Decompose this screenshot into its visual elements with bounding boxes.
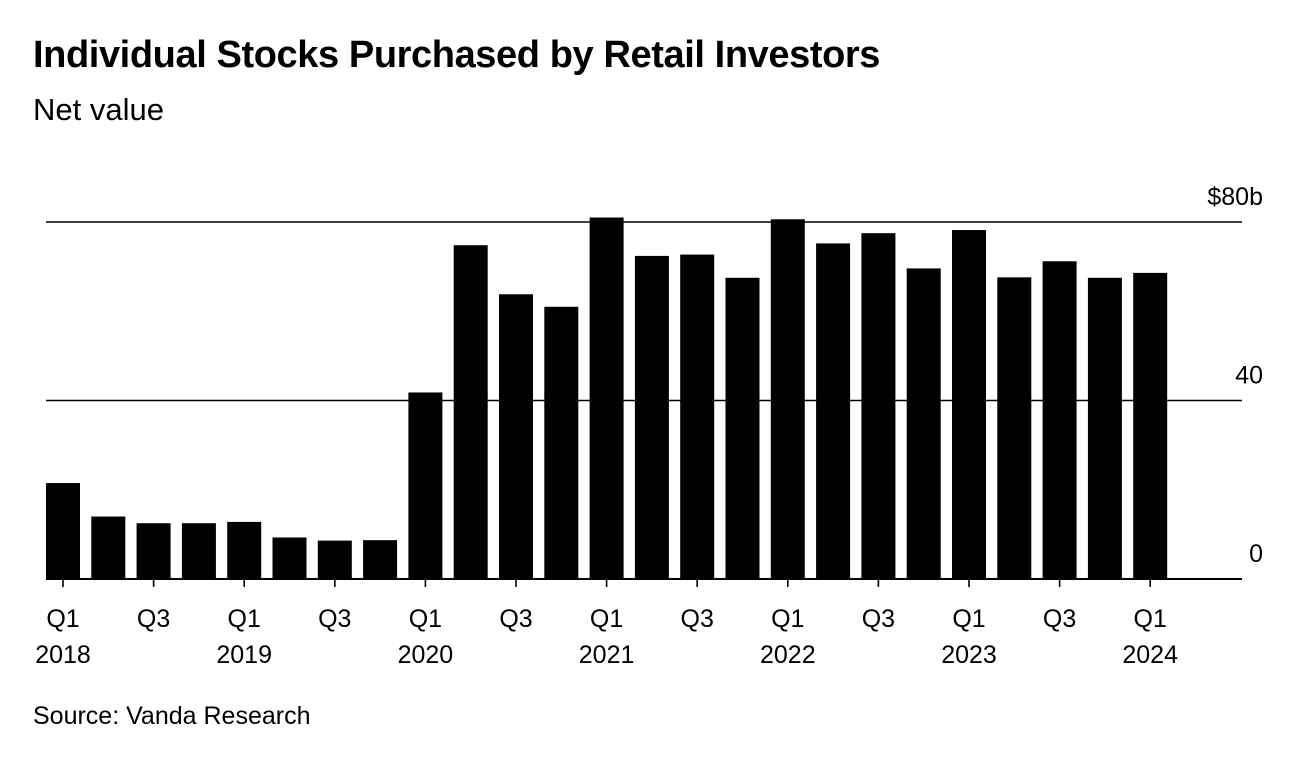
bar [544,306,579,579]
bar [1133,272,1168,579]
bar [453,245,488,579]
x-tick-year-label: 2023 [941,641,997,669]
chart-subtitle: Net value [33,92,164,127]
bar [997,277,1032,579]
x-tick-year-label: 2024 [1122,641,1178,669]
x-tick-label: Q1 [409,605,442,633]
bar [680,254,715,580]
bar [408,392,443,579]
x-tick-label: Q1 [46,605,79,633]
x-tick-label: Q1 [1134,605,1167,633]
x-tick-label: Q3 [137,605,170,633]
x-tick-label: Q3 [681,605,714,633]
bar [589,217,624,579]
y-axis-labels: 0 40 $80b [1207,183,1263,568]
bar [634,255,669,580]
y-tick-label: 0 [1249,540,1263,568]
bar [906,268,941,579]
x-tick-label: Q3 [318,605,351,633]
x-axis-labels: Q1 2018 Q3 Q1 2019 Q3 Q1 2020 Q3 Q1 2021 Q3 Q1 2022 Q3… [35,579,1178,669]
bar [770,219,805,579]
x-tick-year-label: 2020 [398,641,454,669]
chart-title: Individual Stocks Purchased by Retail In… [33,34,881,76]
bar [499,294,533,579]
bar [1087,277,1122,579]
bars [46,217,1168,580]
bar [181,523,216,579]
bar [1042,261,1077,579]
bar [952,230,986,579]
x-tick-label: Q1 [952,605,985,633]
bar [136,523,171,579]
source-note: Source: Vanda Research [33,702,311,730]
x-tick-year-label: 2021 [579,641,635,669]
x-tick-label: Q1 [228,605,261,633]
x-tick-label: Q1 [590,605,623,633]
bar [91,516,126,579]
bar [861,233,896,579]
bar [363,540,398,579]
y-tick-label: $80b [1207,183,1263,211]
x-tick-label: Q3 [1043,605,1076,633]
bar [46,483,80,579]
x-tick-label: Q3 [862,605,895,633]
y-tick-label: 40 [1235,362,1263,390]
x-tick-label: Q1 [771,605,804,633]
x-tick-year-label: 2018 [35,641,91,669]
x-tick-year-label: 2019 [216,641,272,669]
x-tick-year-label: 2022 [760,641,816,669]
bar [227,521,262,579]
bar [317,540,352,579]
bar [272,537,307,579]
bar [816,243,851,580]
bar [725,277,760,579]
bar-chart: 0 40 $80b Q1 2018 Q3 Q1 2019 Q3 Q1 2020 Q3 Q1 2021 Q3… [35,183,1263,669]
x-tick-label: Q3 [499,605,532,633]
